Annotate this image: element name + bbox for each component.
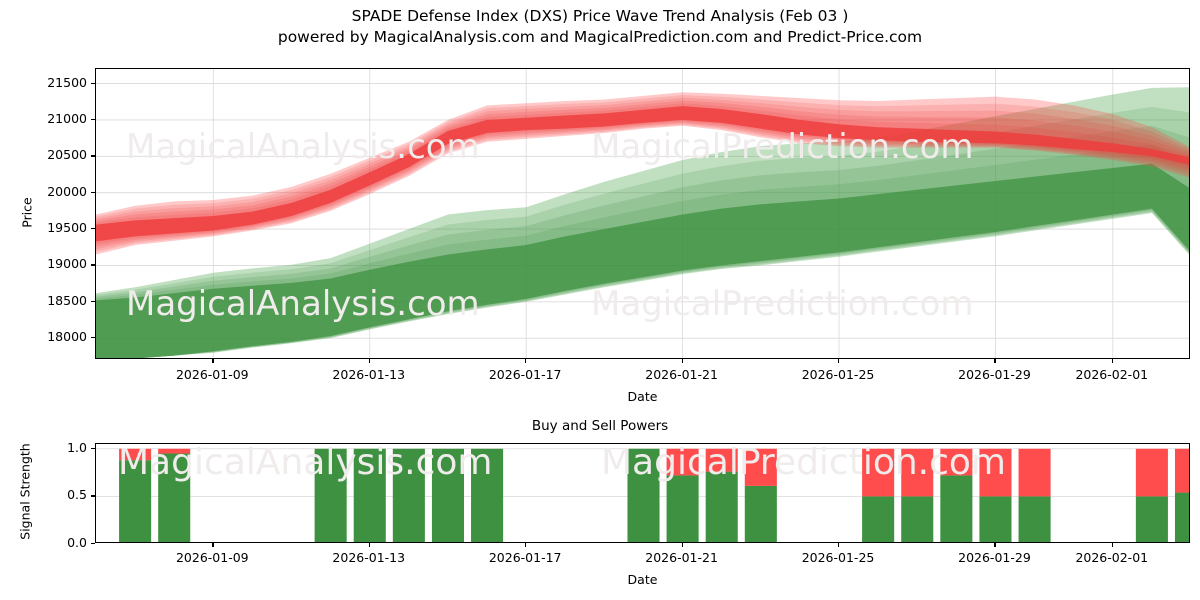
power-x-tick: 2026-01-09 bbox=[175, 550, 249, 565]
price-x-tick-mark bbox=[368, 359, 371, 363]
title-secondary: powered by MagicalAnalysis.com and Magic… bbox=[277, 28, 923, 46]
power-x-tick: 2026-01-21 bbox=[645, 550, 718, 565]
power-x-tick-mark bbox=[681, 543, 683, 547]
price-x-tick-mark bbox=[681, 359, 683, 363]
power-y-tick: 1.0 bbox=[67, 439, 87, 455]
power-y-tick: 0.0 bbox=[67, 535, 87, 550]
power-y-tick-mark bbox=[91, 447, 95, 450]
price-wave-plot[interactable]: MagicalAnalysis.com MagicalPrediction.co… bbox=[95, 68, 1190, 359]
price-x-tick-mark bbox=[838, 359, 840, 363]
price-y-tick: 18500 bbox=[47, 292, 87, 308]
price-x-tick: 2026-01-29 bbox=[958, 367, 1031, 382]
price-y-tick: 20500 bbox=[47, 147, 87, 163]
price-x-tick-mark bbox=[1111, 359, 1114, 363]
price-x-tick: 2026-01-13 bbox=[332, 367, 406, 382]
power-x-axis-label: Date bbox=[627, 572, 658, 587]
price-y-tick: 21500 bbox=[47, 74, 87, 90]
price-wave-svg bbox=[96, 69, 1189, 358]
power-x-tick: 2026-01-25 bbox=[801, 550, 875, 565]
price-y-tick: 20000 bbox=[47, 183, 87, 199]
price-x-axis-label: Date bbox=[627, 389, 658, 404]
power-x-tick-mark bbox=[525, 543, 527, 547]
power-x-tick-mark bbox=[994, 543, 996, 547]
price-y-tick-mark bbox=[91, 337, 95, 339]
power-x-tick-mark bbox=[368, 543, 371, 547]
power-y-tick-mark bbox=[91, 495, 95, 497]
power-x-tick-mark bbox=[212, 543, 214, 547]
price-y-tick-mark bbox=[91, 264, 95, 266]
price-y-tick: 18000 bbox=[47, 329, 87, 345]
price-x-tick: 2026-01-25 bbox=[801, 367, 875, 382]
price-y-tick-mark bbox=[91, 155, 95, 157]
price-y-tick: 19000 bbox=[47, 256, 87, 272]
price-x-tick-mark bbox=[212, 359, 214, 363]
price-x-tick: 2026-01-17 bbox=[488, 367, 562, 382]
price-y-tick-mark bbox=[91, 191, 95, 193]
price-x-tick-mark bbox=[994, 359, 996, 363]
price-axis-label: Price bbox=[19, 196, 35, 228]
power-y-tick: 0.5 bbox=[67, 487, 87, 503]
price-y-tick-mark bbox=[91, 228, 95, 230]
price-y-tick: 19500 bbox=[47, 220, 87, 236]
buy-sell-powers-plot[interactable]: MagicalAnalysis.com MagicalPrediction.co… bbox=[95, 443, 1190, 543]
page-title: SPADE Defense Index (DXS) Price Wave Tre… bbox=[0, 6, 1200, 48]
price-x-tick: 2026-01-21 bbox=[645, 367, 718, 382]
power-x-tick-mark bbox=[838, 543, 840, 547]
power-x-tick: 2026-01-29 bbox=[958, 550, 1031, 565]
power-x-tick-mark bbox=[1111, 543, 1114, 547]
price-y-tick-mark bbox=[91, 300, 95, 303]
price-x-tick-mark bbox=[525, 359, 527, 363]
power-x-tick: 2026-01-17 bbox=[488, 550, 562, 565]
power-y-tick-mark bbox=[91, 543, 95, 545]
buy-sell-powers-title: Buy and Sell Powers bbox=[531, 418, 669, 434]
power-x-tick: 2026-02-01 bbox=[1075, 550, 1149, 565]
power-x-tick: 2026-01-13 bbox=[332, 550, 406, 565]
title-primary: SPADE Defense Index (DXS) Price Wave Tre… bbox=[351, 7, 849, 25]
price-y-tick: 21000 bbox=[47, 110, 87, 126]
price-y-tick-mark bbox=[91, 82, 95, 84]
price-x-tick: 2026-02-01 bbox=[1075, 367, 1149, 382]
price-x-tick: 2026-01-09 bbox=[175, 367, 249, 382]
buy-sell-powers-svg bbox=[96, 448, 1189, 542]
price-y-tick-mark bbox=[91, 118, 95, 121]
